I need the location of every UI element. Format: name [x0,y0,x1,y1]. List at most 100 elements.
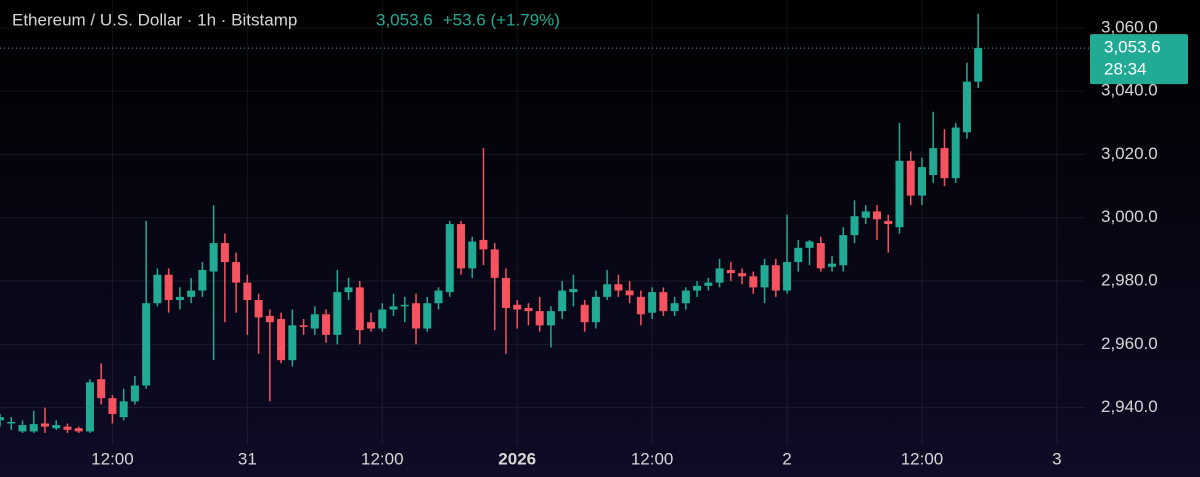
x-tick-label: 2026 [498,449,536,468]
candle-body [625,290,634,296]
x-tick-label: 12:00 [631,449,674,468]
candle-body [108,398,117,414]
candle-body [749,276,758,288]
x-tick-label: 12:00 [91,449,134,468]
candle-body [209,243,218,272]
candle-body [344,287,353,293]
candle-body [265,315,274,323]
candle-body [917,167,926,196]
candle-body [850,216,859,236]
candle-body [884,220,893,225]
candle-body [704,282,713,286]
candle-body [693,285,702,291]
candle-body [355,287,364,331]
y-tick-label: 3,020.0 [1101,144,1158,163]
candle-body [828,263,837,267]
candle-body [29,424,38,432]
candle-body [558,290,567,312]
candle-body [614,284,623,291]
candle-body [7,421,16,424]
candle-body [97,379,106,399]
candle-body [0,417,4,421]
candle-body [322,314,331,335]
candle-body [805,241,814,248]
candle-body [310,314,319,329]
candle-body [535,311,544,326]
price-tag-countdown: 28:34 [1104,60,1147,79]
candle-body [929,148,938,176]
candle-body [299,325,308,327]
candle-body [277,319,286,361]
candle-body [220,243,229,263]
x-tick-label: 12:00 [361,449,404,468]
price-change: +53.6 (+1.79%) [443,10,560,29]
price-tag [1090,34,1188,85]
candle-body [783,262,792,291]
candle-body [74,428,83,432]
candle-body [333,292,342,335]
candle-body [175,296,184,301]
candle-body [974,48,983,82]
candle-body [839,235,848,266]
candle-body [861,211,870,218]
candle-body [400,304,409,307]
candle-body [906,160,915,196]
candle-body [378,309,387,329]
candle-body [445,224,454,293]
last-price: 3,053.6 [376,10,433,29]
candle-body [153,274,162,304]
y-tick-label: 3,060.0 [1101,17,1158,36]
candle-body [164,274,173,301]
candle-body [254,300,263,318]
price-tag-price: 3,053.6 [1104,38,1161,57]
candle-body [52,425,61,429]
candle-body [456,224,465,269]
candle-body [524,307,533,312]
candle-body [569,288,578,293]
candle-body [794,247,803,263]
candle-body [715,268,724,283]
candle-body [501,277,510,308]
candle-body [771,265,780,291]
candle-body [468,241,477,269]
y-tick-label: 3,040.0 [1101,81,1158,100]
candles [0,13,1090,433]
labels: Ethereum / U.S. Dollar · 1h · Bitstamp 3… [12,10,1188,468]
candle-body [434,290,443,304]
candle-body [726,269,735,274]
candle-body [659,292,668,312]
candle-body [63,426,72,430]
candle-body [591,296,600,323]
candle-body [187,290,196,297]
candle-body [580,304,589,323]
y-tick-label: 3,000.0 [1101,207,1158,226]
candle-body [367,322,376,329]
candle-body [243,282,252,301]
candle-body [670,303,679,312]
candle-body [423,303,432,329]
candle-body [232,262,241,283]
candle-body [513,304,522,310]
candle-body [142,303,151,386]
candle-body [738,273,747,277]
candle-body [940,148,949,179]
candle-body [951,127,960,179]
x-tick-label: 31 [238,449,257,468]
candle-body [412,303,421,329]
y-tick-label: 2,980.0 [1101,271,1158,290]
candle-body [816,243,825,269]
candle-body [636,296,645,315]
candle-body [490,249,499,278]
candle-body [872,211,881,220]
candle-body [648,292,657,313]
x-tick-label: 2 [782,449,791,468]
x-tick-label: 3 [1052,449,1061,468]
chart-title: Ethereum / U.S. Dollar · 1h · Bitstamp [12,10,297,29]
candle-body [288,325,297,361]
candle-body [681,290,690,304]
candle-body [119,401,128,418]
candle-body [18,425,27,432]
candle-body [479,239,488,250]
